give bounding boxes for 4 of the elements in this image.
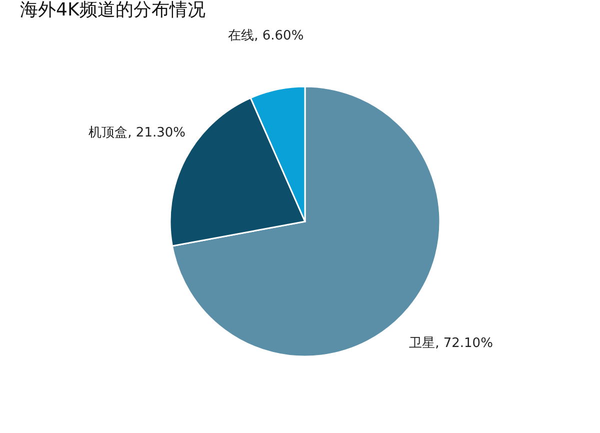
- slice-label: 在线, 6.60%: [228, 28, 304, 44]
- slice-label: 机顶盒, 21.30%: [88, 126, 186, 141]
- slice-label: 卫星, 72.10%: [409, 336, 493, 352]
- chart-title: 海外4K频道的分布情况: [20, 0, 206, 21]
